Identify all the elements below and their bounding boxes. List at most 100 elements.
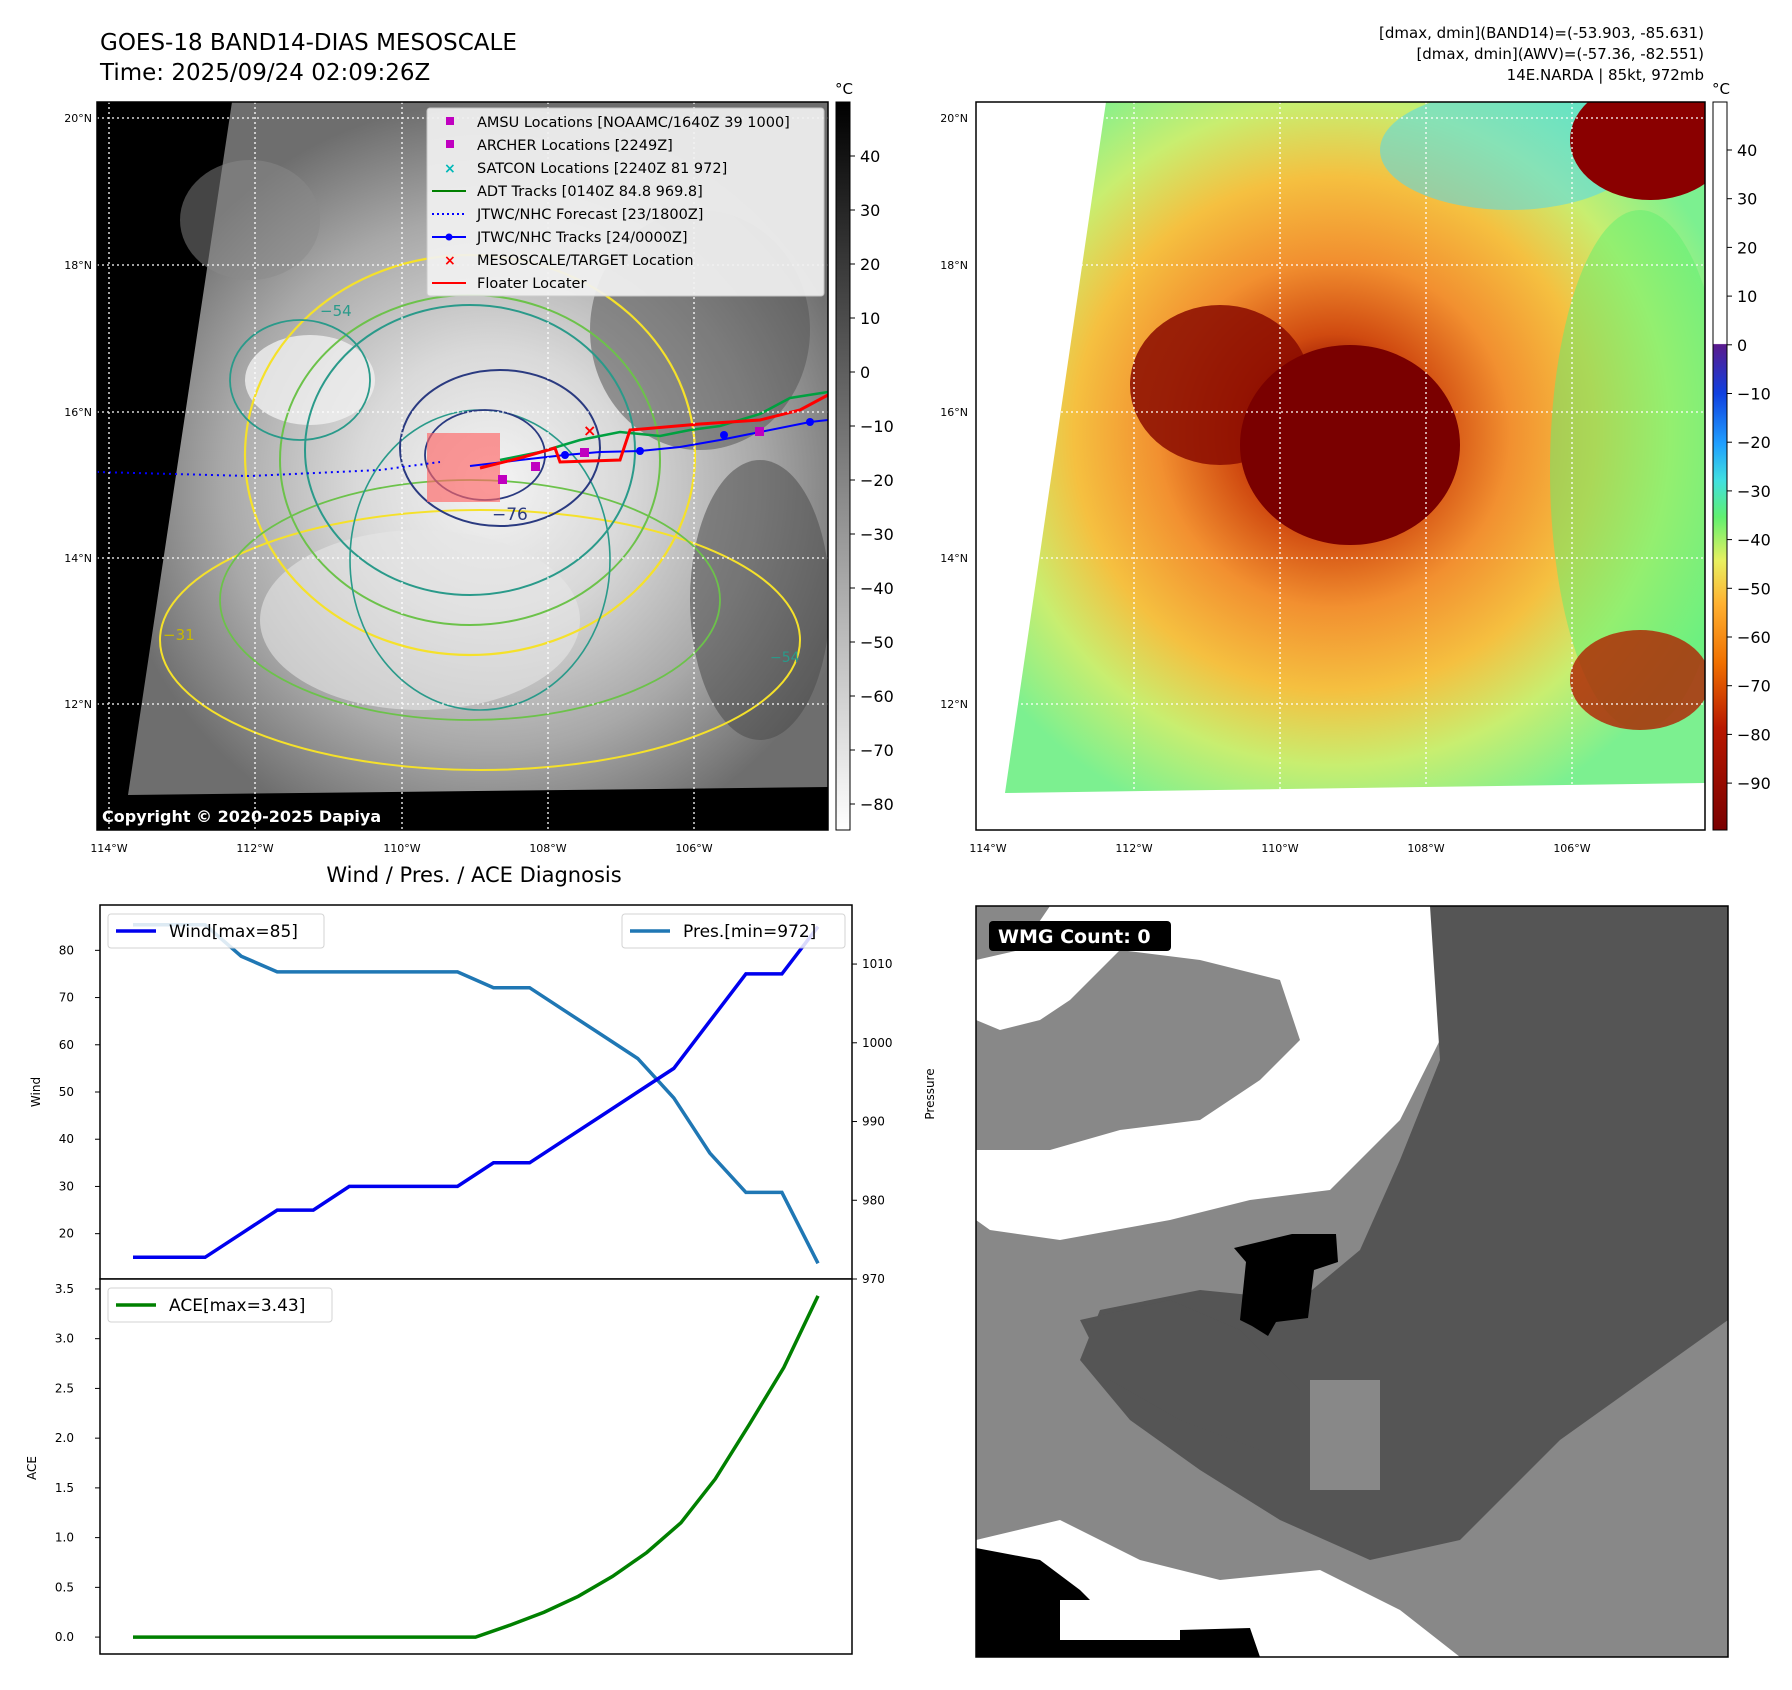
colorbar-tick-label: −80 [860,795,894,814]
longitude-tick-label: 114°W [969,842,1006,855]
jtwc-track-line [469,419,828,467]
contour-yellow [159,509,801,771]
archer-marker [498,475,507,484]
latitude-tick-label: 12°N [64,698,92,711]
wmg-gray-patch [1310,1380,1380,1490]
floater-locater-line [479,393,828,470]
longitude-tick-label: 106°W [1553,842,1590,855]
colorbar-tick-label: −50 [1737,579,1771,598]
ir-cloud-feature [690,460,828,740]
pressure-legend-box [621,913,846,949]
diagnosis-chart: Wind / Pres. / ACE Diagnosis Wind Pressu… [25,863,937,1655]
colorbar-tick-label: 0 [1737,336,1747,355]
contour-label: −54 [320,302,352,320]
wmg-panel: WMG Count: 0 [975,905,1729,1658]
awv-moist-region [1550,210,1705,730]
colorbar-tick-label: 20 [1737,238,1757,257]
colorbar-tick-label: 40 [1737,141,1757,160]
ir-colorbar [835,101,851,831]
figure-time: Time: 2025/09/24 02:09:26Z [99,60,430,86]
longitude-tick-label: 114°W [90,842,127,855]
wmg-white-patch [1060,1600,1180,1640]
awv-dry-region [1240,345,1460,545]
awv-colorbar-unit: °C [1712,80,1730,98]
legend-label: MESOSCALE/TARGET Location [477,253,694,269]
pressure-legend: Pres.[min=972] [621,913,846,949]
colorbar-tick-label: −60 [860,687,894,706]
figure-title: GOES-18 BAND14-DIAS MESOSCALE [100,30,517,56]
ace-tick-label: 1.5 [55,1481,74,1495]
contour-navy [399,369,601,527]
legend-label: ADT Tracks [0140Z 84.8 969.8] [477,184,703,200]
awv-panel-frame [975,101,1706,831]
longitude-tick-label: 112°W [1115,842,1152,855]
wmg-black-region [1234,1234,1338,1336]
colorbar-tick-label: 20 [860,255,880,274]
legend-marker-square [446,140,454,148]
contour-teal [229,319,371,441]
pressure-axis-label: Pressure [923,1068,937,1119]
colorbar-tick-label: −60 [1737,628,1771,647]
legend-marker-x: × [444,253,456,269]
longitude-tick-label: 106°W [675,842,712,855]
awv-satellite-panel: 20°N 18°N 16°N 14°N 12°N 114°W 112°W 110°W 108°… [940,80,1771,855]
colorbar-tick-label: −90 [1737,774,1771,793]
colorbar-tick-label: −70 [860,741,894,760]
jtwc-track-point [806,418,814,426]
wind-tick-label: 50 [59,1085,74,1099]
wmg-count-label: WMG Count: 0 [998,926,1151,948]
latitude-tick-label: 18°N [940,259,968,272]
wind-legend: Wind[max=85] [107,913,325,949]
copyright-text: Copyright © 2020-2025 Dapiya [102,807,381,826]
legend-entry: JTWC/NHC Forecast [23/1800Z] [432,207,703,223]
awv-gridlines [976,102,1705,830]
mesoscale-target-box [427,433,500,502]
wind-tick-label: 30 [59,1179,74,1193]
awv-colorbar [1712,101,1728,831]
ace-tick-label: 2.5 [55,1381,74,1395]
contour-label: −31 [163,626,195,644]
legend-label: JTWC/NHC Forecast [23/1800Z] [476,207,703,223]
stats-storm: 14E.NARDA | 85kt, 972mb [1507,66,1704,84]
legend-label: ARCHER Locations [2249Z] [477,138,673,154]
colorbar-tick-label: −10 [1737,385,1771,404]
legend-label: SATCON Locations [2240Z 81 972] [477,161,727,177]
longitude-tick-label: 108°W [1407,842,1444,855]
ace-axes [99,1278,853,1655]
latitude-tick-label: 20°N [940,112,968,125]
wind-legend-label: Wind[max=85] [169,922,298,942]
ir-panel-frame [96,101,829,831]
contour-teal [304,304,636,596]
colorbar-tick-label: −10 [860,417,894,436]
ace-tick-label: 3.0 [55,1332,74,1346]
legend-entry: × MESOSCALE/TARGET Location [444,253,694,269]
latitude-tick-label: 20°N [64,112,92,125]
wind-tick-label: 60 [59,1038,74,1052]
ace-tick-label: 1.0 [55,1531,74,1545]
legend-label: JTWC/NHC Tracks [24/0000Z] [476,230,688,246]
colorbar-tick-label: −50 [860,633,894,652]
ir-colorbar-unit: °C [835,80,853,98]
contour-label: −76 [492,505,528,525]
legend-entry: × SATCON Locations [2240Z 81 972] [444,161,727,177]
colorbar-tick-label: −30 [860,525,894,544]
amsu-marker [531,462,540,471]
ace-tick-label: 2.0 [55,1431,74,1445]
ace-axis-label: ACE [25,1456,39,1480]
colorbar-tick-label: 0 [860,363,870,382]
colorbar-tick-label: 40 [860,147,880,166]
legend-label: AMSU Locations [NOAAMC/1640Z 39 1000] [477,115,790,131]
pressure-legend-label: Pres.[min=972] [683,922,816,942]
colorbar-tick-label: −70 [1737,677,1771,696]
jtwc-track-point [636,447,644,455]
jtwc-track-point [561,451,569,459]
jtwc-track-point [720,431,728,439]
latitude-tick-label: 18°N [64,259,92,272]
colorbar-tick-label: 10 [860,309,880,328]
legend-marker-square [446,117,454,125]
longitude-tick-label: 108°W [529,842,566,855]
ace-tick-label: 3.5 [55,1282,74,1296]
colorbar-tick-label: −40 [860,579,894,598]
wind-tick-label: 20 [59,1227,74,1241]
